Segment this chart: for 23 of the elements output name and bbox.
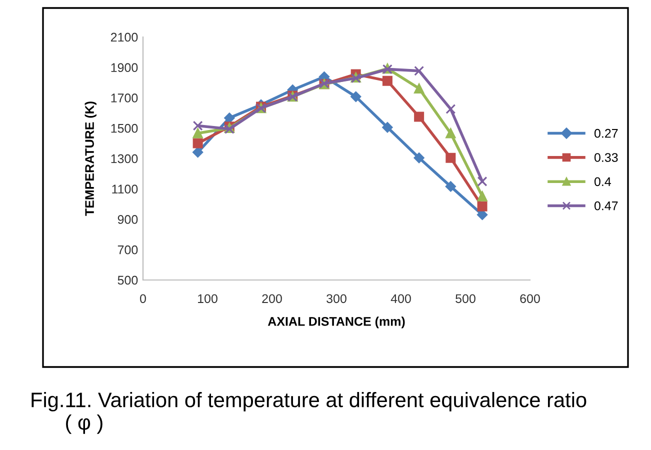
y-tick-label: 500 <box>118 276 138 285</box>
x-axis-title: AXIAL DISTANCE (mm) <box>268 316 405 328</box>
y-tick-label: 1100 <box>112 184 138 194</box>
y-tick-label: 700 <box>118 245 138 254</box>
legend-label: 0.27 <box>594 128 618 138</box>
x-tick-label: 600 <box>520 294 540 304</box>
legend-label: 0.33 <box>594 153 618 162</box>
y-tick-label: 900 <box>118 215 138 224</box>
y-tick-label: 2100 <box>110 32 138 42</box>
x-tick-label: 400 <box>390 294 411 304</box>
y-tick-label: 1900 <box>111 63 138 72</box>
y-axis-title: TEMPERATURE (K) <box>84 102 96 216</box>
caption: Fig.11. Variation of temperature at different equivalence ratio ( φ ) <box>32 392 586 434</box>
legend-label: 0.4 <box>594 177 611 186</box>
x-tick-label: 200 <box>262 294 282 304</box>
x-tick-label: 0 <box>140 294 146 304</box>
x-tick-label: 100 <box>198 294 218 304</box>
x-tick-label: 500 <box>456 294 476 304</box>
legend-label: 0.47 <box>594 201 618 210</box>
y-tick-label: 1300 <box>111 154 138 164</box>
y-tick-label: 1700 <box>111 94 138 102</box>
y-tick-label: 1500 <box>111 124 138 133</box>
x-tick-label: 300 <box>326 294 346 304</box>
